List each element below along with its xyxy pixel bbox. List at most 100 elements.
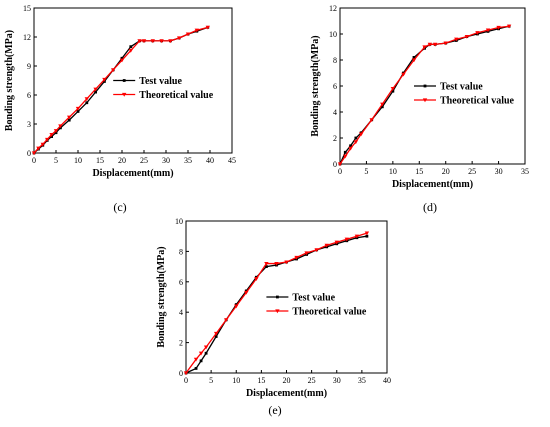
theoretical-value-point [102,77,107,82]
y-tick-label: 2 [179,339,183,348]
legend-marker-test-value [122,79,126,82]
theoretical-value-point [348,146,353,151]
chart-panel-2: 0 5 10 15 20 25 30 35 0 2 4 6 8 10 12 Displacement(mm) B… [310,4,529,214]
theoretical-value-point [324,243,329,248]
theoretical-value-point [284,260,289,265]
theoretical-value-point [422,45,427,50]
x-tick-label: 35 [521,167,529,176]
legend-marker-test-value [423,84,427,88]
test-value-point [120,56,124,60]
theoretical-value-point [128,48,133,53]
y-tick-label: 15 [23,4,31,13]
legend-label-test-value: Test value [440,82,483,93]
theoretical-value-point [177,36,182,41]
theoretical-value-point [203,345,209,350]
y-tick-label: 8 [333,56,337,65]
y-tick-label: 6 [179,278,183,287]
theoretical-value-point [264,261,269,266]
theoretical-value-point [183,371,189,376]
theoretical-value-point [506,24,512,29]
theoretical-value-point [53,129,59,133]
panel-label: (d) [423,200,437,214]
theoretical-value-point [141,39,147,44]
x-tick-label: 5 [209,376,213,385]
test-value-point [76,110,80,113]
theoretical-value-point [443,41,448,46]
theoretical-value-point [354,234,360,239]
legend-marker-theoretical-value [122,92,127,97]
x-tick-label: 5 [54,156,58,165]
legend-marker-theoretical-value [275,309,280,314]
chart-panel-1: 0 5 10 15 20 25 30 35 40 45 0 3 6 9 12 15 Displacement(m… [4,4,236,214]
panel-label: (e) [268,403,281,417]
x-tick-label: 20 [283,376,291,385]
x-tick-label: 40 [206,156,214,165]
theoretical-value-point [84,97,89,102]
theoretical-value-point [254,277,259,281]
series-line-theoretical-value [185,232,368,374]
y-tick-label: 8 [179,247,183,256]
test-value-point [214,335,218,338]
theoretical-value-point [334,240,339,245]
theoretical-value-point [45,137,50,142]
theoretical-value-point [369,118,374,122]
theoretical-value-point [358,132,364,137]
y-axis-label: Bonding strength(MPa) [4,30,15,131]
x-axis-label: Displacement(mm) [392,179,473,190]
theoretical-value-point [364,231,370,236]
plot-frame [33,7,233,154]
theoretical-value-point [464,35,470,39]
x-tick-label: 15 [257,376,265,385]
y-tick-label: 3 [27,120,31,129]
theoretical-value-point [213,331,219,336]
theoretical-value-point [485,28,491,33]
x-tick-label: 45 [228,156,236,165]
chart-panel-3: 0 5 10 15 20 25 30 35 40 0 2 4 6 8 10 Displacement(mm) B… [156,217,391,417]
y-tick-label: 12 [23,33,31,42]
y-tick-label: 6 [333,82,337,91]
x-tick-label: 30 [162,156,170,165]
legend-marker-test-value [276,295,279,299]
x-tick-label: 25 [140,156,148,165]
theoretical-value-point [185,32,191,37]
theoretical-value-point [353,140,359,145]
test-value-point [94,90,97,94]
legend-label-theoretical-value: Theoretical value [292,307,367,318]
theoretical-value-point [496,25,501,30]
theoretical-value-point [294,255,299,260]
x-axis-label: Displacement(mm) [246,388,327,399]
theoretical-value-point [314,248,319,253]
theoretical-value-point [343,154,348,159]
x-axis-label: Displacement(mm) [92,168,173,179]
x-tick-label: 20 [442,167,450,176]
test-value-point [380,105,384,109]
theoretical-value-point [58,124,63,129]
x-tick-label: 10 [389,167,397,176]
x-tick-label: 40 [383,376,391,385]
theoretical-value-point [198,351,204,356]
theoretical-value-point [274,261,279,266]
theoretical-value-point [111,68,116,73]
x-tick-label: 5 [364,167,368,176]
theoretical-value-point [40,142,45,147]
theoretical-value-point [119,58,125,63]
y-tick-label: 10 [175,217,183,226]
test-value-point [265,265,268,268]
theoretical-value-point [137,39,142,44]
x-tick-label: 15 [96,156,104,165]
theoretical-value-point [432,42,438,47]
x-tick-label: 10 [232,376,240,385]
x-tick-label: 0 [338,167,342,176]
legend-label-test-value: Test value [139,76,182,87]
theoretical-value-point [304,251,309,256]
y-tick-label: 12 [329,4,337,13]
y-tick-label: 6 [27,91,31,100]
theoretical-value-point [67,115,72,120]
panel-label: (c) [113,200,126,214]
theoretical-value-point [93,87,98,92]
test-value-point [85,101,89,105]
test-value-point [412,56,416,59]
x-tick-label: 35 [184,156,192,165]
theoretical-value-point [159,39,164,44]
theoretical-value-point [337,162,343,167]
